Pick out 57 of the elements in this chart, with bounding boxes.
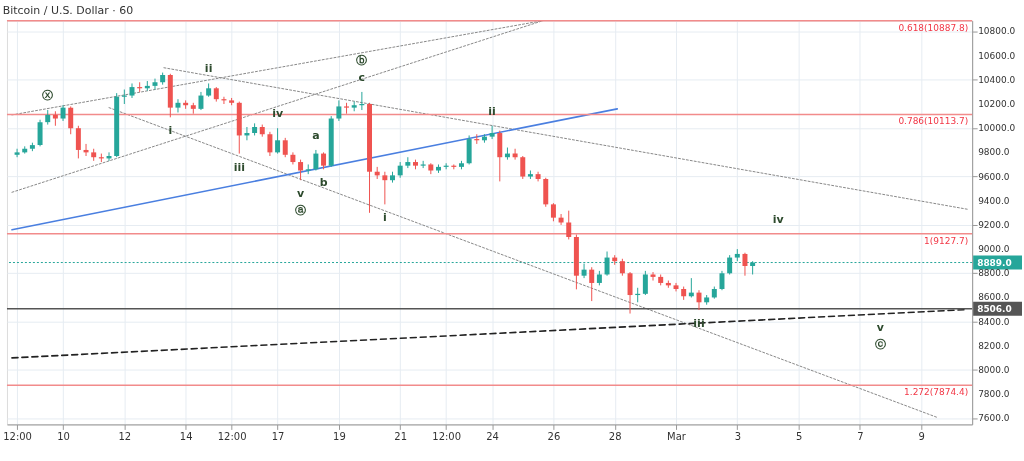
y-tick-label: 8000.0	[978, 364, 1010, 375]
y-tick-label: 8200.0	[978, 340, 1010, 351]
y-tick-label: 8600.0	[978, 292, 1010, 303]
y-tick-label: 7800.0	[978, 389, 1010, 400]
y-tick-label: 8400.0	[978, 316, 1010, 327]
x-tick-label: 3	[734, 430, 741, 442]
x-tick-label: 12:00	[3, 430, 32, 442]
chart-title: Bitcoin / U.S. Dollar · 60	[2, 4, 134, 18]
annotation: i	[168, 124, 173, 138]
annotation: ii	[488, 104, 496, 118]
annotation: b	[319, 176, 328, 190]
x-tick-label: 9	[918, 430, 925, 442]
x-tick-label: 12	[118, 430, 132, 442]
annotation: v	[297, 187, 305, 201]
x-tick-label: Mar	[667, 430, 687, 442]
annotation: iv	[272, 107, 284, 121]
ref-line-label: 1.272(7874.4)	[904, 387, 969, 398]
y-tick-label: 10400.0	[978, 74, 1016, 85]
annotation: a	[312, 128, 320, 142]
y-tick-label: 9400.0	[978, 195, 1010, 206]
annotation: iii	[233, 160, 245, 174]
x-tick-label: 7	[857, 430, 864, 442]
x-tick-label: 5	[795, 430, 803, 442]
annotation: iv	[772, 212, 784, 226]
annotation: i	[382, 211, 387, 225]
annotation: ⓐ	[295, 204, 307, 218]
annotation: ii	[204, 62, 213, 76]
x-tick-label: 28	[608, 430, 622, 442]
y-tick-label: 9200.0	[978, 219, 1010, 230]
x-tick-label: 19	[333, 430, 346, 442]
x-tick-label: 12:00	[432, 430, 462, 442]
ref-line-label: 0.618(10887.8)	[898, 22, 969, 33]
y-tick-label: 10600.0	[978, 50, 1016, 61]
ref-line-label: 8506.0	[977, 303, 1012, 314]
ref-line-label: 8889.0	[977, 257, 1012, 268]
x-tick-label: 24	[486, 430, 499, 442]
annotation: ⓧ	[42, 89, 54, 103]
annotation: v	[876, 321, 884, 335]
y-tick-label: 7600.0	[978, 413, 1010, 424]
x-tick-label: 21	[394, 430, 408, 442]
y-tick-label: 9000.0	[978, 244, 1010, 255]
y-tick-label: 10800.0	[978, 26, 1016, 37]
y-tick-label: 10000.0	[978, 123, 1016, 134]
y-tick-label: 9600.0	[978, 171, 1010, 182]
x-tick-label: 12:00	[217, 430, 247, 442]
x-tick-label: 14	[179, 430, 193, 442]
x-tick-label: 17	[271, 430, 285, 442]
ref-line-label: 0.786(10113.7)	[898, 116, 969, 127]
y-tick-label: 8800.0	[978, 268, 1010, 279]
ref-line-label: 1(9127.7)	[924, 235, 969, 246]
annotation: ⓑ	[356, 54, 368, 67]
x-tick-label: 26	[547, 430, 561, 442]
x-tick-label: 10	[57, 430, 70, 442]
y-tick-label: 9800.0	[978, 147, 1010, 158]
annotation: c	[358, 70, 366, 84]
annotation: ⓒ	[874, 338, 886, 352]
y-tick-label: 10200.0	[978, 99, 1016, 109]
